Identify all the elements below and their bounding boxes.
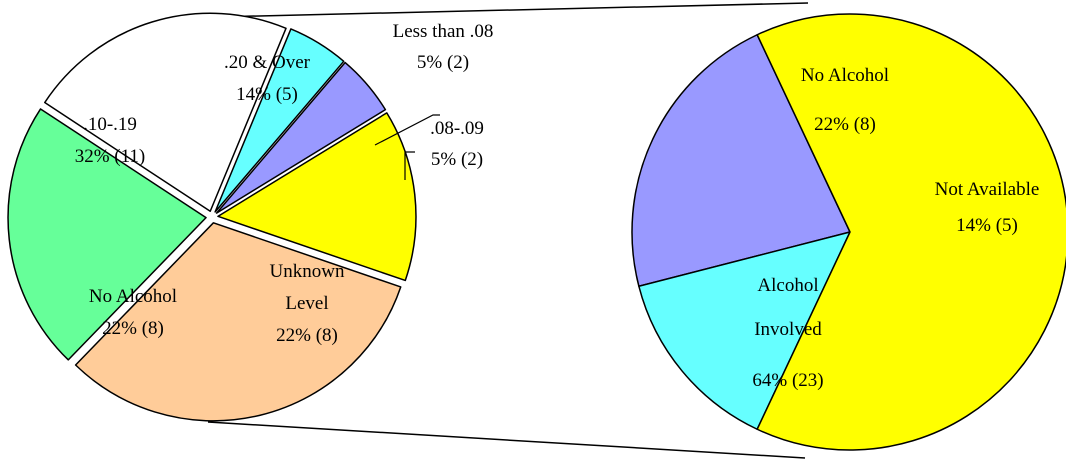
label-unknown-level-value: 22% (8) [276, 325, 338, 346]
label-10-19-value: 32% (11) [75, 146, 146, 167]
label-no-alcohol-left-value: 22% (8) [102, 318, 164, 339]
connector-line-top [215, 3, 808, 17]
label-less-than-08-value: 5% (2) [417, 52, 469, 73]
label-not-available-value: 14% (5) [956, 215, 1018, 236]
label-not-available-name: Not Available [935, 179, 1040, 200]
label-10-19-name: .10-.19 [83, 114, 137, 135]
label-no-alcohol-right-value: 22% (8) [814, 114, 876, 135]
label-unknown-level-name-2: Level [285, 293, 328, 314]
label-alcohol-involved-name-1: Alcohol [757, 275, 818, 296]
label-alcohol-involved-value: 64% (23) [752, 370, 823, 391]
label-alcohol-involved-name-2: Involved [754, 319, 822, 340]
label-20-over-name: .20 & Over [224, 52, 311, 73]
label-20-over-value: 14% (5) [236, 84, 298, 105]
label-less-than-08-name: Less than .08 [393, 21, 494, 42]
label-no-alcohol-left-name: No Alcohol [89, 286, 177, 307]
detail-pie [8, 13, 416, 421]
label-08-09-name: .08-.09 [430, 118, 484, 139]
label-no-alcohol-right-name: No Alcohol [801, 65, 889, 86]
label-08-09-value: 5% (2) [431, 149, 483, 170]
label-unknown-level-name-1: Unknown [270, 261, 345, 282]
connector-line-bottom [208, 422, 805, 458]
